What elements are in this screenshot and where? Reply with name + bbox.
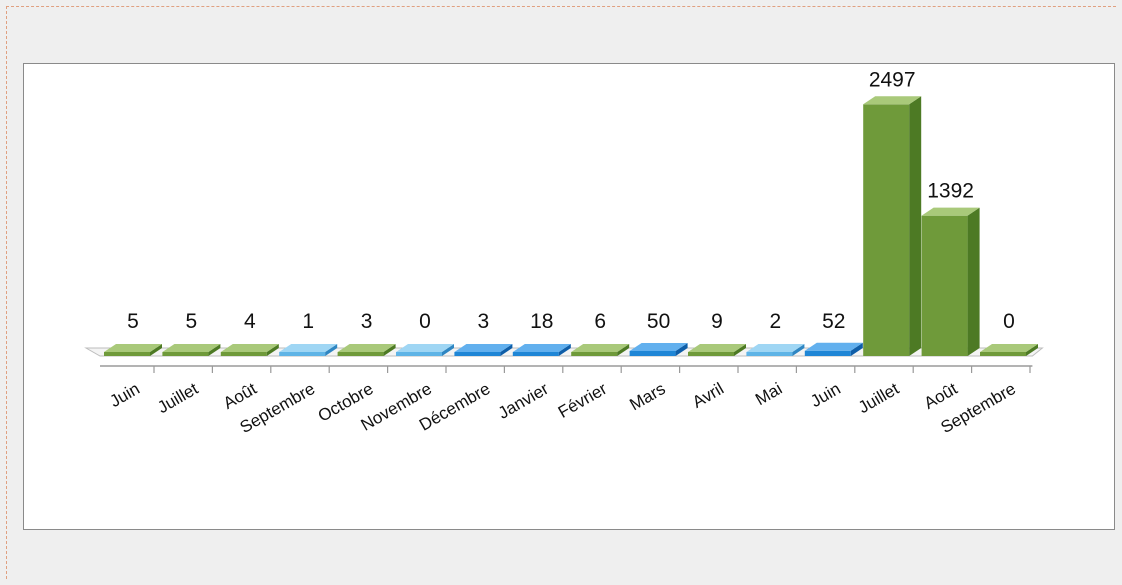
bar-top — [863, 96, 922, 105]
bar-top — [220, 344, 279, 352]
labels-layer: 5 5 4 1 3 0 3 18 6 50 9 2 52 2497 1392 0 — [127, 68, 1015, 333]
bar-side — [500, 344, 513, 356]
bar-side — [558, 344, 571, 356]
bar-top — [980, 344, 1038, 352]
bar — [162, 344, 221, 356]
category-label: Août — [921, 379, 961, 413]
category-label: Avril — [689, 379, 727, 412]
category-label: Février — [555, 379, 611, 422]
bar-side — [792, 344, 805, 356]
bar-side — [734, 344, 746, 356]
bar-front — [863, 104, 910, 356]
bar-side — [967, 207, 980, 356]
bar-top — [104, 344, 162, 352]
bar-front — [512, 352, 559, 356]
bar — [512, 344, 571, 356]
bar-side — [909, 96, 922, 356]
bar-side — [383, 344, 396, 356]
bar-top — [688, 344, 746, 352]
bar-top — [571, 344, 630, 352]
bar — [804, 342, 863, 356]
bar-side — [208, 344, 221, 356]
bar-front — [804, 350, 851, 356]
category-labels: Juin Juillet AoûtSeptembreOctobreNovembreD… — [106, 379, 1019, 437]
bar — [396, 344, 454, 356]
bar — [746, 344, 805, 356]
category-label: Juin — [106, 379, 143, 411]
data-label: 52 — [822, 310, 845, 333]
data-label: 50 — [647, 310, 670, 333]
bar — [337, 344, 396, 356]
data-label: 9 — [711, 310, 723, 333]
data-label: 2 — [770, 310, 782, 333]
data-label: 4 — [244, 310, 256, 333]
data-label: 2497 — [869, 68, 916, 91]
category-label: Mai — [752, 379, 785, 409]
category-label: Juillet — [154, 379, 201, 417]
category-label: Août — [220, 379, 260, 413]
bar-front — [396, 352, 442, 356]
bar-front — [454, 352, 501, 356]
data-label: 3 — [361, 310, 373, 333]
category-label: Mars — [626, 379, 668, 414]
bar-top — [921, 207, 980, 216]
bar-top — [746, 344, 805, 352]
category-label: Janvier — [495, 379, 552, 423]
bar-side — [850, 342, 863, 356]
data-label: 5 — [186, 310, 198, 333]
category-label: Juillet — [855, 379, 902, 417]
data-label: 1392 — [927, 180, 974, 203]
bar-front — [571, 352, 618, 356]
bar-side — [675, 342, 688, 356]
bar-side — [617, 344, 630, 356]
bar-front — [220, 352, 267, 356]
data-label: 0 — [1003, 310, 1015, 333]
bar — [220, 344, 279, 356]
bar-top — [454, 344, 513, 352]
bar-front — [162, 352, 209, 356]
data-label: 5 — [127, 310, 139, 333]
bar-front — [688, 352, 734, 356]
bar-front — [104, 352, 150, 356]
bar — [104, 344, 162, 356]
bar — [863, 96, 922, 356]
bar-side — [266, 344, 279, 356]
data-label: 3 — [478, 310, 490, 333]
bar-front — [921, 215, 968, 356]
bar-front — [980, 352, 1026, 356]
bar — [688, 344, 746, 356]
bar-top — [512, 344, 571, 352]
bar — [454, 344, 513, 356]
bar-side — [442, 344, 454, 356]
data-label: 0 — [419, 310, 431, 333]
bar-front — [629, 350, 676, 356]
bar — [980, 344, 1038, 356]
bar-top — [396, 344, 454, 352]
bar-top — [279, 344, 338, 352]
bar — [279, 344, 338, 356]
bar-front — [746, 352, 793, 356]
bar-side — [1026, 344, 1038, 356]
bar-side — [150, 344, 162, 356]
data-label: 1 — [302, 310, 314, 333]
bar-top — [162, 344, 221, 352]
bar-top — [629, 342, 688, 351]
data-label: 18 — [530, 310, 553, 333]
bar — [571, 344, 630, 356]
bar-side — [325, 344, 338, 356]
data-label: 6 — [594, 310, 606, 333]
bar — [921, 207, 980, 356]
bar — [629, 342, 688, 356]
bar-front — [337, 352, 384, 356]
bar-top — [337, 344, 396, 352]
bar-top — [804, 342, 863, 351]
bars-layer — [104, 96, 1038, 356]
bar-front — [279, 352, 326, 356]
category-label: Juin — [807, 379, 844, 411]
